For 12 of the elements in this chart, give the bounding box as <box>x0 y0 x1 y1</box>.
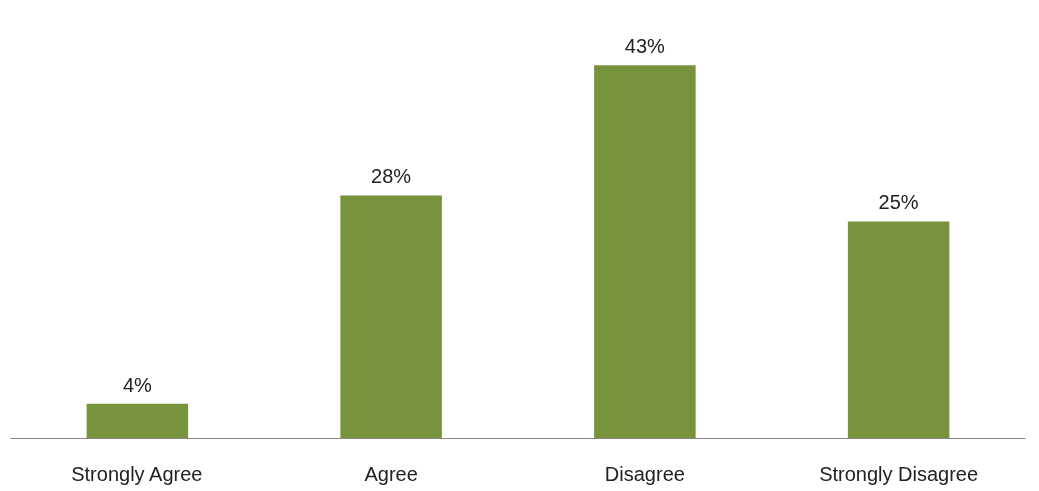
bar <box>847 221 950 439</box>
bar <box>340 195 442 439</box>
data-label: 4% <box>122 373 153 396</box>
data-label: 25% <box>878 191 919 214</box>
x-tick-label: Strongly Agree <box>71 462 203 485</box>
data-label: 28% <box>371 165 412 188</box>
bar <box>86 403 189 439</box>
x-tick-label: Strongly Disagree <box>819 462 979 485</box>
data-label: 43% <box>624 35 666 58</box>
x-tick-label: Agree <box>364 462 418 485</box>
bar <box>594 65 696 439</box>
x-tick-label: Disagree <box>604 462 685 485</box>
